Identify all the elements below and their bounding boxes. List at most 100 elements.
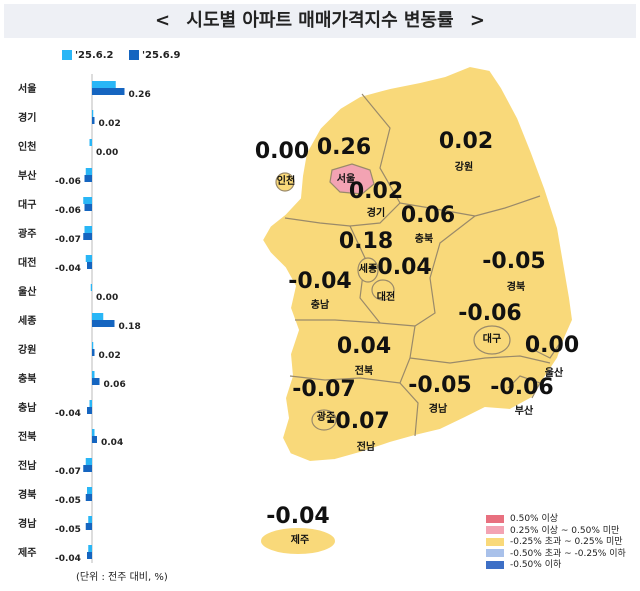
legend-item-prev: '25.6.2 <box>62 50 117 61</box>
map-value-label: 0.18 <box>339 229 393 254</box>
map-region-name: 전남 <box>357 440 376 453</box>
category-label: 울산 <box>18 285 37 298</box>
category-label: 대구 <box>18 198 36 211</box>
category-label: 제주 <box>18 546 36 559</box>
bar-prev <box>89 400 92 407</box>
bar-prev <box>92 81 116 88</box>
map-legend-swatch <box>486 514 504 523</box>
seoul-shape <box>329 163 375 195</box>
mainland-shape <box>260 64 575 464</box>
map-value-label: -0.06 <box>490 375 553 400</box>
map-region-name: 울산 <box>545 366 564 379</box>
unit-note: (단위 : 전주 대비, %) <box>76 572 168 583</box>
jeju-shape <box>259 526 337 556</box>
data-label: -0.04 <box>55 409 81 419</box>
category-label: 경남 <box>18 517 37 530</box>
map-region-name: 대전 <box>377 290 395 303</box>
category-label: 전남 <box>18 459 37 472</box>
next-arrow[interactable]: > <box>469 10 485 31</box>
map-value-label: -0.06 <box>458 301 521 326</box>
legend-label-curr: '25.6.9 <box>141 50 181 61</box>
data-label: 0.18 <box>119 322 141 332</box>
daejeon-shape <box>371 279 395 301</box>
legend-swatch-prev <box>62 50 72 60</box>
page-title: 시도별 아파트 매매가격지수 변동률 <box>186 10 454 31</box>
title-bar: < 시도별 아파트 매매가격지수 변동률 > <box>4 4 636 38</box>
bar-curr <box>87 552 92 559</box>
bar-curr <box>92 349 95 356</box>
bar-curr <box>84 175 92 182</box>
bar-curr <box>84 204 92 211</box>
bar-prev <box>92 110 94 117</box>
boundary-chungbuk-gyeongbuk <box>414 215 476 327</box>
data-label: 0.04 <box>101 438 123 448</box>
category-label: 충북 <box>18 372 36 385</box>
bar-prev <box>85 255 92 262</box>
data-label: -0.06 <box>55 177 81 187</box>
boundary-ulsan <box>529 339 563 359</box>
data-label: 0.02 <box>99 119 121 129</box>
map-legend-row: 0.25% 이상 ~ 0.50% 미만 <box>486 526 626 538</box>
bar-prev <box>89 139 92 146</box>
bar-curr <box>85 494 92 501</box>
bar-prev <box>92 429 95 436</box>
data-label: 0.00 <box>96 293 118 303</box>
map-region-name: 세종 <box>359 262 377 275</box>
category-label: 강원 <box>18 343 36 356</box>
bar-prev <box>84 226 92 233</box>
bar-prev <box>90 284 92 291</box>
boundary-jeonbuk-gyeongnam <box>399 325 419 437</box>
category-label: 전북 <box>18 430 36 443</box>
map-legend-swatch <box>486 526 504 534</box>
bar-prev <box>87 487 92 494</box>
map-region-name: 광주 <box>317 411 335 423</box>
category-label: 대전 <box>18 256 36 269</box>
prev-arrow[interactable]: < <box>155 10 171 31</box>
data-label: -0.07 <box>55 235 81 245</box>
gwangju-shape <box>311 409 337 431</box>
data-label: -0.04 <box>55 264 81 274</box>
map-legend-label: -0.50% 초과 ~ -0.25% 이하 <box>510 548 626 559</box>
map-legend-row: -0.25% 초과 ~ 0.25% 미만 <box>486 537 626 549</box>
bar-prev <box>88 545 92 552</box>
bar-curr <box>92 378 100 385</box>
bar-prev <box>92 342 94 349</box>
bar-prev <box>92 313 104 320</box>
bar-prev <box>83 197 92 204</box>
category-label: 부산 <box>18 169 37 182</box>
data-label: 0.06 <box>104 380 126 390</box>
boundary-gangwon-south <box>474 195 541 217</box>
category-label: 인천 <box>18 140 36 153</box>
map-legend-swatch <box>486 560 504 569</box>
bar-prev <box>85 458 92 465</box>
map-legend-swatch <box>486 537 504 546</box>
bar-curr <box>92 320 115 327</box>
bar-prev <box>92 371 95 378</box>
map-legend-row: -0.50% 이하 <box>486 560 626 572</box>
data-label: -0.06 <box>55 206 81 216</box>
map-region-name: 인천 <box>277 174 295 187</box>
data-label: -0.04 <box>55 554 81 564</box>
data-label: -0.05 <box>55 525 81 535</box>
map-legend-label: 0.50% 이상 <box>510 514 559 524</box>
map-legend-label: -0.50% 이하 <box>510 560 562 570</box>
legend-label-prev: '25.6.2 <box>75 50 114 61</box>
boundary-gyeonggi-south <box>284 202 476 227</box>
map-region-name: 경남 <box>429 402 448 415</box>
map-region-name: 전북 <box>355 364 373 377</box>
map-value-label: 0.00 <box>255 139 309 164</box>
sejong-shape <box>357 257 379 283</box>
legend-swatch-curr <box>128 50 139 60</box>
data-label: -0.07 <box>55 467 81 477</box>
map-region-name: 서울 <box>337 172 355 185</box>
category-label: 광주 <box>18 228 36 240</box>
map-value-label: 0.26 <box>317 135 371 160</box>
map-legend-row: 0.50% 이상 <box>486 514 626 526</box>
category-label: 경북 <box>18 488 36 501</box>
map-value-label: 0.02 <box>439 129 493 154</box>
map-value-label: -0.07 <box>292 377 355 402</box>
map-value-label: 0.02 <box>349 179 403 204</box>
bar-curr <box>87 407 92 414</box>
category-label: 서울 <box>18 82 36 95</box>
